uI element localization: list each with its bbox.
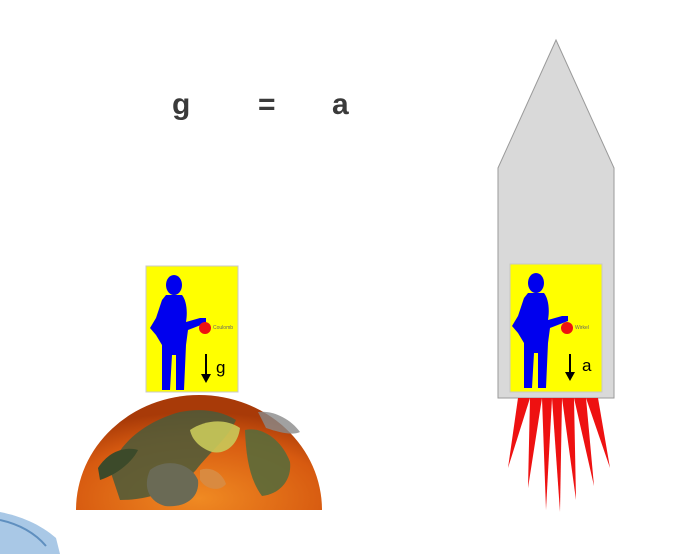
equation-equals-sign: = xyxy=(258,88,276,121)
earth-globe xyxy=(76,395,322,510)
earth-elevator-box xyxy=(145,265,239,393)
person-figure-earth xyxy=(150,275,206,390)
down-arrow-icon-earth xyxy=(201,354,211,383)
person-figure-rocket xyxy=(512,273,568,388)
ball-label-rocket: Wirkel xyxy=(575,325,589,331)
equation-left-g: g xyxy=(172,88,191,121)
rocket-flames xyxy=(508,398,610,512)
ball-label-earth: Coulomb xyxy=(213,325,234,331)
down-arrow-icon-rocket xyxy=(565,354,575,381)
ball-rocket xyxy=(561,322,573,334)
rocket xyxy=(497,38,615,512)
arrow-label-a: a xyxy=(582,356,592,375)
equation-right-a: a xyxy=(332,88,349,121)
ball-earth xyxy=(199,322,211,334)
arrow-label-g: g xyxy=(216,358,226,377)
